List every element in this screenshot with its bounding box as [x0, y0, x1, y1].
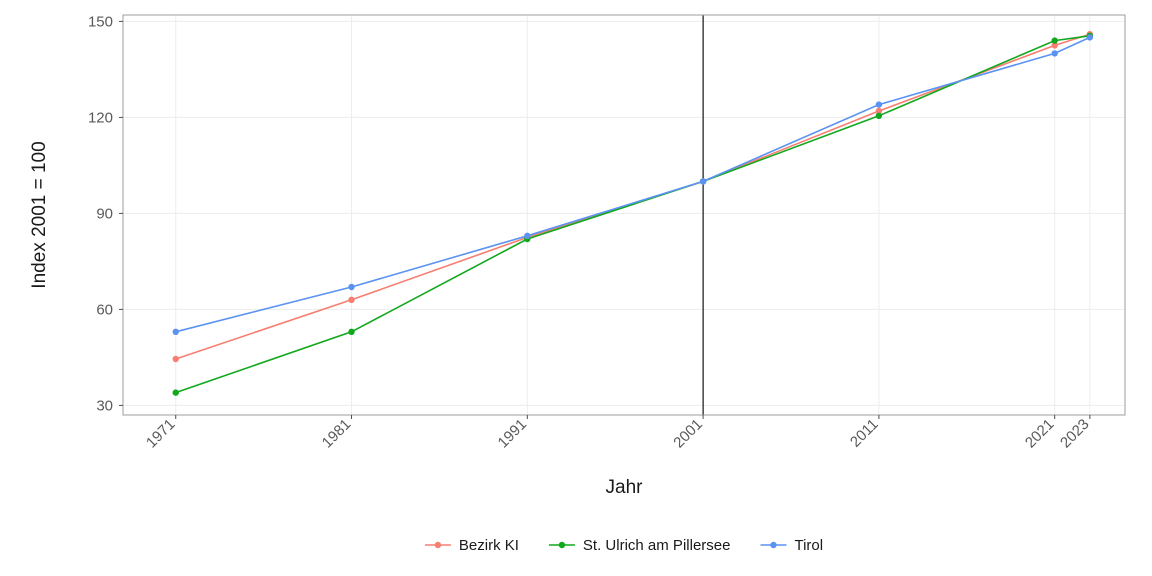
- data-point: [700, 178, 706, 184]
- y-tick-label: 30: [96, 397, 113, 414]
- x-tick-label: 2011: [847, 416, 882, 451]
- legend-label: St. Ulrich am Pillersee: [583, 537, 731, 554]
- chart-container: 1971 1981 1991 2001 2011 20212023 30 60 90 120 150…: [0, 0, 1152, 576]
- data-point: [348, 284, 354, 290]
- legend-marker: [435, 542, 441, 548]
- data-point: [173, 329, 179, 335]
- x-tick-label: 2023: [1057, 416, 1093, 452]
- x-tick-label: 1981: [319, 416, 355, 452]
- data-point: [524, 233, 530, 239]
- x-tick-label: 2021: [1022, 416, 1058, 452]
- data-point: [348, 329, 354, 335]
- x-axis-title: Jahr: [606, 477, 644, 498]
- data-point: [173, 356, 179, 362]
- legend-label: Tirol: [794, 537, 823, 554]
- x-tick-label: 1971: [143, 416, 179, 452]
- data-point: [876, 101, 882, 107]
- data-point: [348, 297, 354, 303]
- y-tick-label: 90: [96, 205, 113, 222]
- data-point: [1087, 34, 1093, 40]
- x-tick-label: 1991: [495, 416, 531, 452]
- data-point: [173, 389, 179, 395]
- y-axis-title: Index 2001 = 100: [29, 141, 50, 288]
- legend-marker: [559, 542, 565, 548]
- legend-label: Bezirk KI: [459, 537, 519, 554]
- legend-marker: [770, 542, 776, 548]
- x-tick-label: 2001: [670, 416, 706, 452]
- data-point: [1051, 50, 1057, 56]
- y-tick-label: 150: [88, 13, 113, 30]
- data-point: [1051, 37, 1057, 43]
- y-tick-label: 120: [88, 109, 113, 126]
- data-point: [876, 113, 882, 119]
- line-chart: 1971 1981 1991 2001 2011 20212023 30 60 90 120 150…: [0, 0, 1152, 576]
- y-tick-label: 60: [96, 301, 113, 318]
